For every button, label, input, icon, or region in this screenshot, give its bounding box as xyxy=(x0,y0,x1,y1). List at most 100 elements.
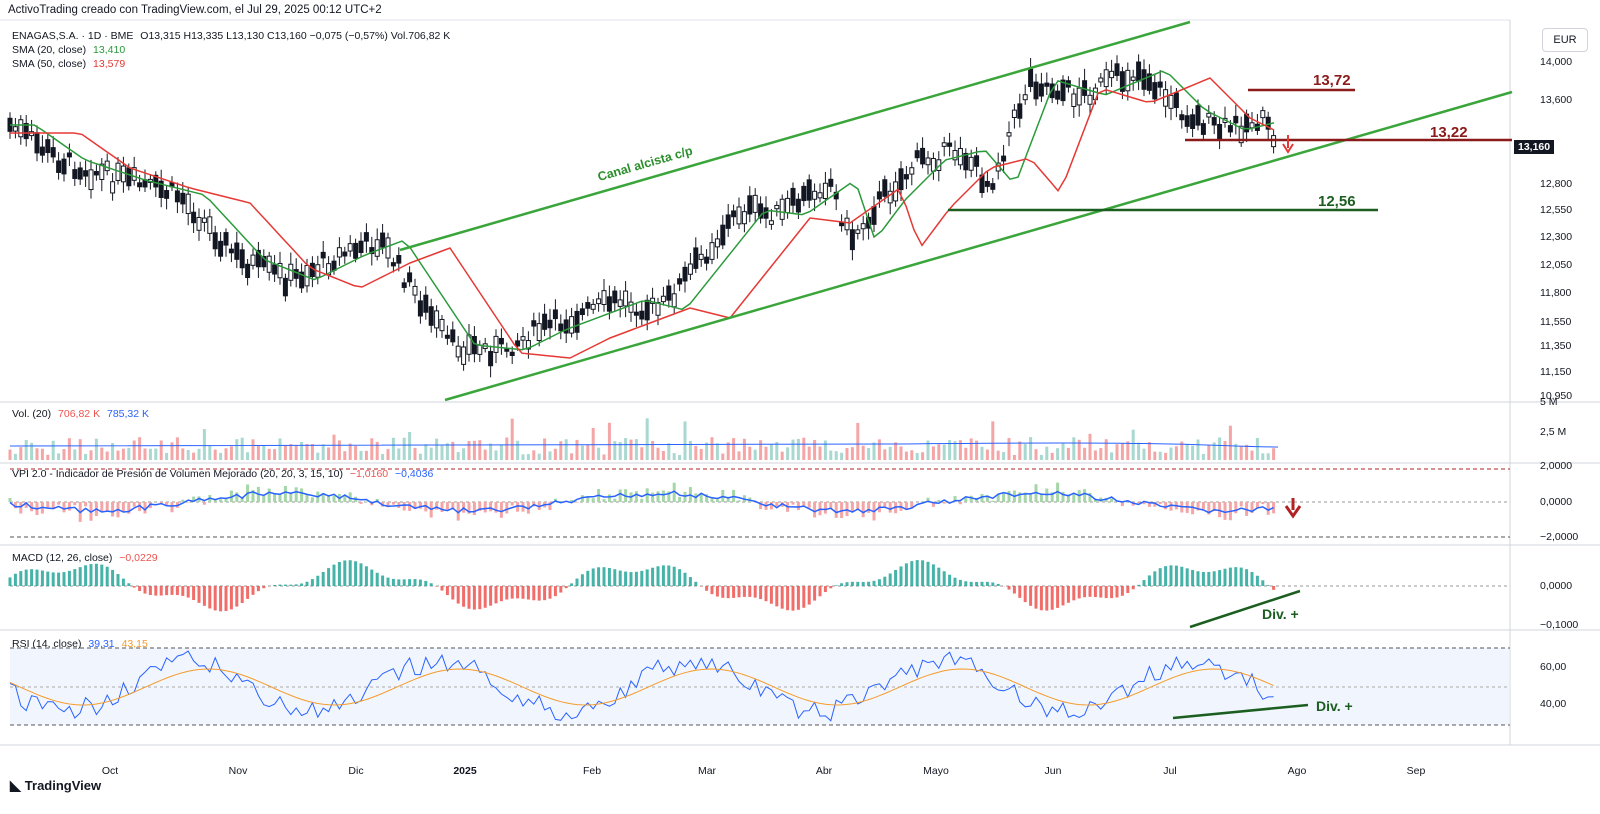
vpi-bar xyxy=(1061,491,1065,502)
volume-bar xyxy=(375,441,379,460)
volume-bar xyxy=(1250,450,1254,460)
volume-bar xyxy=(602,454,606,460)
macd-bar xyxy=(1137,584,1141,586)
vpi-bar xyxy=(46,502,50,508)
price-tick: 12,050 xyxy=(1540,259,1573,271)
vpi-bar xyxy=(618,489,622,502)
macd-bar xyxy=(1115,586,1119,598)
sma50-legend[interactable]: SMA (50, close) 13,579 xyxy=(12,58,125,70)
macd-bar xyxy=(564,586,568,589)
candle-body xyxy=(574,310,580,333)
macd-axis-bottom: −0,1000 xyxy=(1540,619,1579,631)
symbol-legend[interactable]: ENAGAS,S.A. · 1D · BME O13,315 H13,335 L… xyxy=(12,30,450,42)
volume-legend[interactable]: Vol. (20) 706,82 K 785,32 K xyxy=(12,408,149,420)
volume-bar xyxy=(915,452,919,460)
vpi-bar xyxy=(143,502,147,514)
vpi-legend[interactable]: VPI 2.0 - Indicador de Presión de Volume… xyxy=(12,468,433,480)
volume-bar xyxy=(267,448,271,460)
vpi-bar xyxy=(969,495,973,502)
candle-body xyxy=(531,320,537,327)
candle-body xyxy=(990,183,996,190)
vpi-bar xyxy=(737,500,741,502)
candle-body xyxy=(1206,112,1212,118)
sma50-value: 13,579 xyxy=(93,58,126,70)
vpi-bar xyxy=(111,502,115,517)
macd-bar xyxy=(327,568,331,586)
macd-bar xyxy=(332,564,336,586)
vpi-bar xyxy=(305,494,309,502)
candle-body xyxy=(288,263,294,281)
candle-body xyxy=(153,174,159,188)
volume-bar xyxy=(175,437,179,460)
candle-body xyxy=(1119,71,1125,92)
volume-bar xyxy=(445,443,449,460)
sma20-legend[interactable]: SMA (20, close) 13,410 xyxy=(12,44,125,56)
vpi-bar xyxy=(802,502,806,506)
volume-bar xyxy=(138,437,142,460)
macd-bar xyxy=(84,565,88,586)
vpi-bar xyxy=(57,502,61,505)
volume-bar xyxy=(570,453,574,460)
macd-bar xyxy=(35,569,39,586)
vpi-bar xyxy=(1223,502,1227,520)
candle-body xyxy=(1006,132,1012,137)
rsi-axis-40: 40,00 xyxy=(1540,698,1567,710)
macd-bar xyxy=(310,579,314,586)
vpi-bar xyxy=(926,497,930,502)
volume-bar xyxy=(699,448,703,460)
candle-body xyxy=(1017,103,1023,119)
rsi-value-2: 43,15 xyxy=(121,638,148,650)
vpi-bar xyxy=(840,502,844,519)
macd-bar xyxy=(748,586,752,597)
candle-body xyxy=(844,217,850,231)
candle-body xyxy=(293,269,299,279)
volume-bar xyxy=(537,453,541,460)
vpi-bar xyxy=(516,502,520,512)
macd-bar xyxy=(94,563,98,586)
macd-legend[interactable]: MACD (12, 26, close) −0,0229 xyxy=(12,552,158,564)
volume-bar xyxy=(1255,437,1259,460)
volume-bar xyxy=(132,440,136,460)
macd-bar xyxy=(931,564,935,586)
vpi-bar xyxy=(678,496,682,502)
vpi-bar xyxy=(942,502,946,504)
candle-body xyxy=(795,198,801,213)
macd-axis-zero: 0,0000 xyxy=(1540,580,1573,592)
candle-body xyxy=(1033,81,1039,100)
candle-body xyxy=(1211,117,1217,126)
vpi-bar xyxy=(51,502,55,509)
macd-bar xyxy=(1185,568,1189,586)
candle-body xyxy=(1087,94,1093,105)
macd-bar xyxy=(462,586,466,607)
candle-body xyxy=(299,271,305,289)
vpi-bar xyxy=(332,495,336,502)
volume-bar xyxy=(521,454,525,460)
vpi-bar xyxy=(289,493,293,502)
candle-body xyxy=(401,282,407,288)
vpi-axis-zero: 0,0000 xyxy=(1540,496,1573,508)
vpi-bar xyxy=(1147,502,1151,507)
currency-button[interactable]: EUR xyxy=(1542,28,1588,52)
candle-body xyxy=(439,318,445,332)
volume-bar xyxy=(942,444,946,460)
macd-bar xyxy=(30,569,34,586)
macd-bar xyxy=(1029,586,1033,606)
rsi-legend[interactable]: RSI (14, close) 39,31 43,15 xyxy=(12,638,148,650)
volume-bar xyxy=(1126,441,1130,460)
volume-bar xyxy=(1088,433,1092,460)
candle-body xyxy=(396,255,402,264)
macd-bar xyxy=(618,570,622,586)
vpi-bar xyxy=(24,502,28,508)
candle-body xyxy=(704,256,710,264)
candle-body xyxy=(984,180,990,187)
vpi-bar xyxy=(807,502,811,508)
macd-bar xyxy=(948,574,952,586)
tradingview-logo-icon: ◣ xyxy=(10,777,21,793)
macd-bar xyxy=(24,569,28,586)
vpi-bar xyxy=(667,491,671,502)
volume-bar xyxy=(116,450,120,460)
macd-bar xyxy=(1228,567,1232,586)
vpi-bar xyxy=(726,496,730,502)
macd-bar xyxy=(732,586,736,598)
